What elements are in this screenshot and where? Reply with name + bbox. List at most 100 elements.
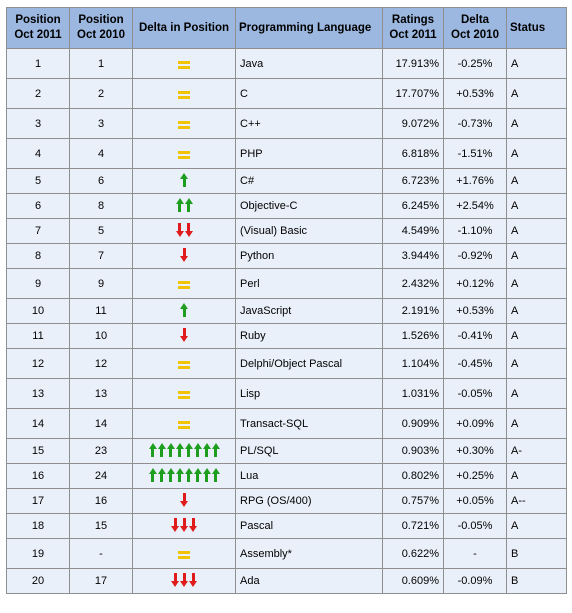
cell-position-2011: 7 [7, 219, 70, 244]
cell-status-text: A [511, 225, 519, 237]
table-row: 6 8 Objective-C 6.245% +2.54% A [7, 194, 567, 219]
cell-status-text: A [511, 200, 519, 212]
language-link[interactable]: Lua [236, 464, 383, 489]
language-link[interactable]: PL/SQL [236, 439, 383, 464]
language-link[interactable]: C# [236, 169, 383, 194]
table-row: 20 17 Ada 0.609% -0.09% B [7, 569, 567, 594]
cell-delta-text: +2.54% [456, 200, 494, 212]
arrow-up-icon [175, 442, 184, 457]
language-link-text[interactable]: PL/SQL [240, 445, 279, 457]
cell-status-text: A [511, 357, 519, 370]
language-link-text[interactable]: C++ [240, 117, 261, 130]
language-link-text[interactable]: Ruby [240, 330, 266, 342]
cell-status: A [507, 79, 567, 109]
language-link-text[interactable]: C# [240, 175, 255, 187]
cell-position-2011: 5 [7, 169, 70, 194]
cell-position-2010-text: 4 [97, 147, 105, 160]
cell-rating-text: 0.802% [401, 470, 439, 482]
language-link[interactable]: JavaScript [236, 299, 383, 324]
cell-position-2011: 16 [7, 464, 70, 489]
language-link[interactable]: PHP [236, 139, 383, 169]
language-link-text[interactable]: Transact-SQL [240, 417, 309, 430]
cell-position-2010: 1 [70, 49, 133, 79]
language-link-text[interactable]: Ada [240, 575, 260, 587]
cell-status: A [507, 49, 567, 79]
cell-rating-text: 17.707% [395, 87, 439, 100]
cell-delta: +0.05% [444, 489, 507, 514]
cell-delta-position [133, 79, 236, 109]
arrow-up-icon [166, 442, 175, 457]
cell-position-2010-text: 12 [94, 357, 108, 370]
equal-icon [178, 545, 190, 559]
cell-status-text: A [511, 277, 519, 290]
language-link-text[interactable]: JavaScript [240, 305, 292, 317]
language-link-text[interactable]: Assembly* [240, 547, 292, 560]
cell-position-2011-text: 7 [34, 225, 42, 237]
language-link[interactable]: Pascal [236, 514, 383, 539]
language-link-text[interactable]: Lua [240, 470, 259, 482]
language-link-text[interactable]: Python [240, 250, 275, 262]
language-link[interactable]: C [236, 79, 383, 109]
cell-position-2011: 20 [7, 569, 70, 594]
language-link-text[interactable]: PHP [240, 147, 263, 160]
language-link[interactable]: C++ [236, 109, 383, 139]
language-link-text[interactable]: C [240, 87, 248, 100]
language-link[interactable]: Ruby [236, 324, 383, 349]
cell-position-2010: 8 [70, 194, 133, 219]
table-row: 17 16 RPG (OS/400) 0.757% +0.05% A-- [7, 489, 567, 514]
arrow-up-icon [211, 467, 220, 482]
cell-status-text: A [511, 305, 519, 317]
language-link[interactable]: Ada [236, 569, 383, 594]
cell-status-text: A [511, 470, 519, 482]
language-link-text[interactable]: RPG (OS/400) [240, 495, 312, 507]
language-link[interactable]: Java [236, 49, 383, 79]
cell-rating-text: 4.549% [401, 225, 439, 237]
language-link-text[interactable]: Java [240, 57, 264, 70]
ranking-table: Position Oct 2011 Position Oct 2010 Delta … [6, 7, 567, 594]
cell-rating-text: 17.913% [395, 57, 439, 70]
cell-position-2010: 7 [70, 244, 133, 269]
cell-position-2010: 16 [70, 489, 133, 514]
language-link[interactable]: Lisp [236, 379, 383, 409]
cell-rating-text: 0.609% [401, 575, 439, 587]
cell-position-2011: 10 [7, 299, 70, 324]
language-link[interactable]: Objective-C [236, 194, 383, 219]
cell-rating: 9.072% [383, 109, 444, 139]
language-link-text[interactable]: Lisp [240, 387, 261, 400]
language-link-text[interactable]: (Visual) Basic [240, 225, 308, 237]
header-position-2011: Position Oct 2011 [7, 8, 70, 49]
language-link[interactable]: Delphi/Object Pascal [236, 349, 383, 379]
language-link-text[interactable]: Perl [240, 277, 260, 290]
cell-delta-position [133, 109, 236, 139]
cell-position-2011: 15 [7, 439, 70, 464]
language-link[interactable]: RPG (OS/400) [236, 489, 383, 514]
cell-delta-position [133, 569, 236, 594]
cell-position-2011-text: 19 [31, 547, 45, 560]
language-link-text[interactable]: Objective-C [240, 200, 298, 212]
language-link[interactable]: Transact-SQL [236, 409, 383, 439]
cell-status: A [507, 109, 567, 139]
cell-position-2011: 9 [7, 269, 70, 299]
cell-rating: 17.707% [383, 79, 444, 109]
cell-delta-text: -0.41% [457, 330, 493, 342]
language-link[interactable]: Assembly* [236, 539, 383, 569]
header-position-2010: Position Oct 2010 [70, 8, 133, 49]
arrow-down-icon [180, 572, 188, 587]
language-link[interactable]: (Visual) Basic [236, 219, 383, 244]
cell-status-text: A [511, 417, 519, 430]
language-link[interactable]: Python [236, 244, 383, 269]
cell-position-2010: 23 [70, 439, 133, 464]
cell-rating: 6.723% [383, 169, 444, 194]
arrow-up-icon [184, 467, 193, 482]
arrow-down-icon [171, 572, 179, 587]
cell-position-2011: 2 [7, 79, 70, 109]
cell-delta: -0.45% [444, 349, 507, 379]
cell-status-text: B [511, 547, 519, 560]
language-link[interactable]: Perl [236, 269, 383, 299]
language-link-text[interactable]: Pascal [240, 520, 274, 532]
cell-rating: 0.909% [383, 409, 444, 439]
cell-status-text: A [511, 175, 519, 187]
cell-delta-position [133, 439, 236, 464]
language-link-text[interactable]: Delphi/Object Pascal [240, 357, 343, 370]
arrow-up-icon [193, 442, 202, 457]
